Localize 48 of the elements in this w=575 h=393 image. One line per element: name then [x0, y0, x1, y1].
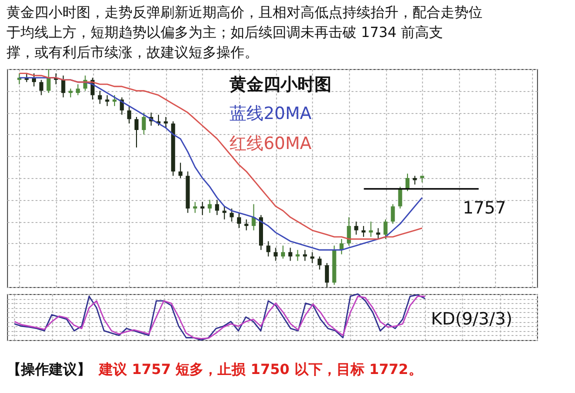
text: 【操作建议】 [7, 361, 91, 378]
candlestick [200, 201, 204, 216]
candlestick [142, 112, 146, 135]
candlestick [208, 199, 212, 214]
candlestick [105, 94, 110, 107]
candlestick [288, 247, 292, 262]
candlestick [354, 221, 358, 236]
candlestick [274, 247, 278, 262]
series-label: 红线60MA [230, 134, 312, 154]
candlestick [39, 79, 44, 96]
candlestick [324, 262, 329, 288]
candlestick [398, 186, 402, 210]
candlestick [390, 204, 395, 224]
candlestick [237, 212, 242, 229]
candlestick [112, 94, 117, 107]
candlestick [193, 201, 198, 214]
text: 蓝线20MA [230, 104, 312, 124]
candlestick [266, 240, 270, 257]
candlestick [318, 256, 322, 270]
chart-title: 黄金四小时图，走势反弹刷新近期高价，且相对高低点持续抬升，配合走势位于均线上方，短期趋势以偏多为主；如后续回调未再击破 1734 前高支撑，或有利后市续涨，故建议短多操作。 [6, 5, 482, 61]
annotation: 黄金四小时图 [228, 75, 332, 95]
candlestick [346, 216, 351, 246]
candlestick [302, 249, 307, 262]
candlestick [362, 225, 366, 238]
candlestick [46, 68, 51, 94]
candlestick [280, 245, 285, 260]
candlestick [178, 162, 182, 178]
candlestick [244, 218, 248, 231]
candlestick [296, 249, 300, 262]
text: 建议 1757 短多，止损 1750 以下，目标 1772。 [98, 361, 422, 378]
candlestick [222, 206, 226, 220]
candlestick [405, 173, 410, 192]
text: 1757 [462, 198, 506, 219]
candlestick [230, 208, 234, 222]
candlestick [252, 204, 256, 231]
candlestick [164, 116, 168, 128]
candlestick [17, 72, 22, 85]
candlestick [76, 84, 80, 96]
candlestick [134, 116, 139, 148]
candlestick [384, 218, 388, 240]
candlestick [368, 221, 373, 238]
candlestick [61, 75, 66, 98]
text: KD(9/3/3) [431, 309, 512, 330]
candlestick [98, 90, 102, 104]
candlestick [310, 252, 314, 264]
candlestick [376, 228, 380, 240]
candlestick [215, 199, 220, 216]
candlestick [127, 106, 132, 124]
